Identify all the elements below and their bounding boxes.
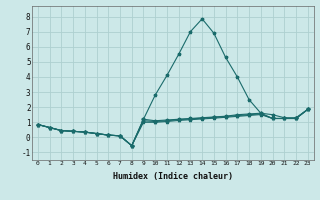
X-axis label: Humidex (Indice chaleur): Humidex (Indice chaleur) xyxy=(113,172,233,181)
